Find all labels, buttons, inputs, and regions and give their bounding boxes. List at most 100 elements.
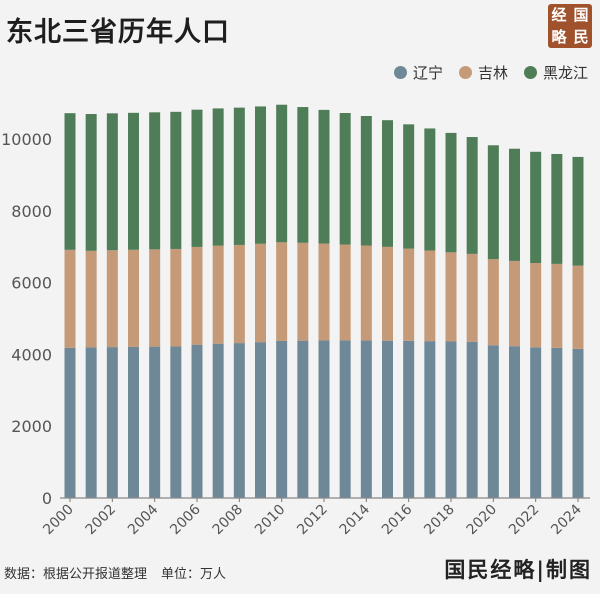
x-tick-label: 2024 — [548, 501, 585, 538]
logo-char: 略 — [551, 28, 567, 46]
bar-segment — [255, 243, 266, 343]
bar-segment — [106, 113, 118, 251]
bar-segment — [191, 344, 203, 498]
bar-segment — [466, 341, 478, 498]
bar-segment — [445, 341, 457, 498]
bar-segment — [64, 113, 76, 250]
bar-segment — [487, 259, 499, 346]
x-tick-label: 2018 — [421, 502, 458, 539]
bar-segment — [382, 340, 393, 498]
source-note: 数据：根据公开报道整理 单位：万人 — [4, 563, 240, 582]
bar-segment — [424, 250, 436, 342]
bar-segment — [403, 248, 415, 341]
bar-segment — [212, 343, 224, 498]
bar-segment — [85, 114, 97, 251]
bar-segment — [509, 346, 520, 498]
bar-segment — [530, 347, 542, 498]
bar-segment — [382, 120, 393, 247]
legend-swatch — [458, 66, 472, 79]
bar-segment — [572, 265, 584, 349]
bar-segment — [445, 132, 457, 253]
bar-segment — [318, 109, 330, 244]
bar-segment — [360, 245, 372, 341]
unit-note: 单位：万人 — [161, 567, 227, 582]
bar-segment — [149, 249, 161, 347]
x-tick-label: 2016 — [379, 501, 416, 538]
bar-segment — [128, 249, 139, 347]
bar-segment — [551, 347, 563, 498]
bar-segment — [360, 115, 372, 246]
y-tick-label: 4000 — [11, 345, 52, 364]
bar-segment — [255, 342, 266, 498]
bar-segment — [233, 244, 245, 344]
bar-segment — [360, 340, 372, 498]
x-tick-label: 2002 — [83, 502, 120, 539]
bar-segment — [487, 145, 499, 260]
x-tick-label: 2004 — [125, 501, 162, 538]
bar-segment — [551, 263, 563, 348]
legend-item-liaoning: 辽宁 — [393, 62, 443, 83]
bar-segment — [106, 250, 118, 348]
bar-segment — [403, 340, 415, 498]
bar-segment — [276, 242, 288, 341]
bar-segment — [382, 246, 393, 341]
bar-segment — [339, 340, 351, 498]
chart-title: 东北三省历年人口 — [6, 17, 230, 48]
bar-segment — [445, 252, 457, 342]
data-source: 数据：根据公开报道整理 — [4, 567, 148, 582]
bar-segment — [509, 148, 520, 261]
x-tick-label: 2008 — [210, 502, 247, 539]
bar-segment — [149, 346, 161, 498]
y-tick-label: 2000 — [11, 417, 52, 436]
bar-segment — [297, 107, 309, 243]
x-tick-label: 2020 — [464, 502, 501, 539]
bar-segment — [487, 345, 499, 498]
bar-segment — [530, 263, 542, 348]
legend-item-heilongjiang: 黑龙江 — [523, 62, 588, 83]
bar-segment — [403, 124, 415, 249]
x-tick-label: 2014 — [337, 501, 374, 538]
bar-segment — [128, 112, 139, 250]
bar-segment — [149, 112, 161, 250]
bar-segment — [318, 340, 330, 498]
logo-char: 民 — [573, 28, 589, 46]
bar-segment — [191, 246, 203, 345]
bar-segment — [276, 340, 288, 498]
bar-segment — [85, 250, 97, 348]
bar-segment — [551, 153, 563, 264]
bar-segment — [170, 248, 182, 347]
logo-char: 国 — [573, 6, 589, 24]
x-tick-label: 2022 — [506, 502, 543, 539]
bar-segment — [170, 111, 182, 249]
bar-segment — [297, 242, 309, 341]
legend: 辽宁 吉林 黑龙江 — [393, 62, 588, 83]
y-tick-label: 6000 — [11, 274, 52, 293]
bar-segment — [509, 260, 520, 347]
bar-segment — [233, 107, 245, 245]
bar-segment — [424, 341, 436, 498]
bar-segment — [191, 109, 203, 247]
bar-segment — [212, 108, 224, 246]
logo-char: 经 — [551, 6, 567, 24]
y-tick-label: 10000 — [1, 130, 52, 149]
bar-segment — [170, 346, 182, 498]
bar-segment — [424, 128, 436, 251]
bar-segment — [85, 347, 97, 498]
bar-segment — [530, 151, 542, 264]
x-tick-label: 2006 — [167, 501, 204, 538]
x-tick-label: 2010 — [252, 502, 289, 539]
bar-segment — [233, 343, 245, 498]
legend-label: 吉林 — [477, 64, 508, 82]
bar-segment — [64, 347, 76, 498]
bar-segment — [318, 243, 330, 341]
bar-segment — [339, 113, 351, 245]
y-tick-label: 8000 — [11, 202, 52, 221]
y-tick-label: 0 — [42, 489, 52, 508]
bar-segment — [466, 253, 478, 342]
legend-label: 辽宁 — [412, 64, 443, 82]
bar-segment — [255, 106, 266, 244]
bar-segment — [572, 348, 584, 498]
bar-segment — [212, 245, 224, 344]
legend-swatch — [523, 66, 537, 79]
